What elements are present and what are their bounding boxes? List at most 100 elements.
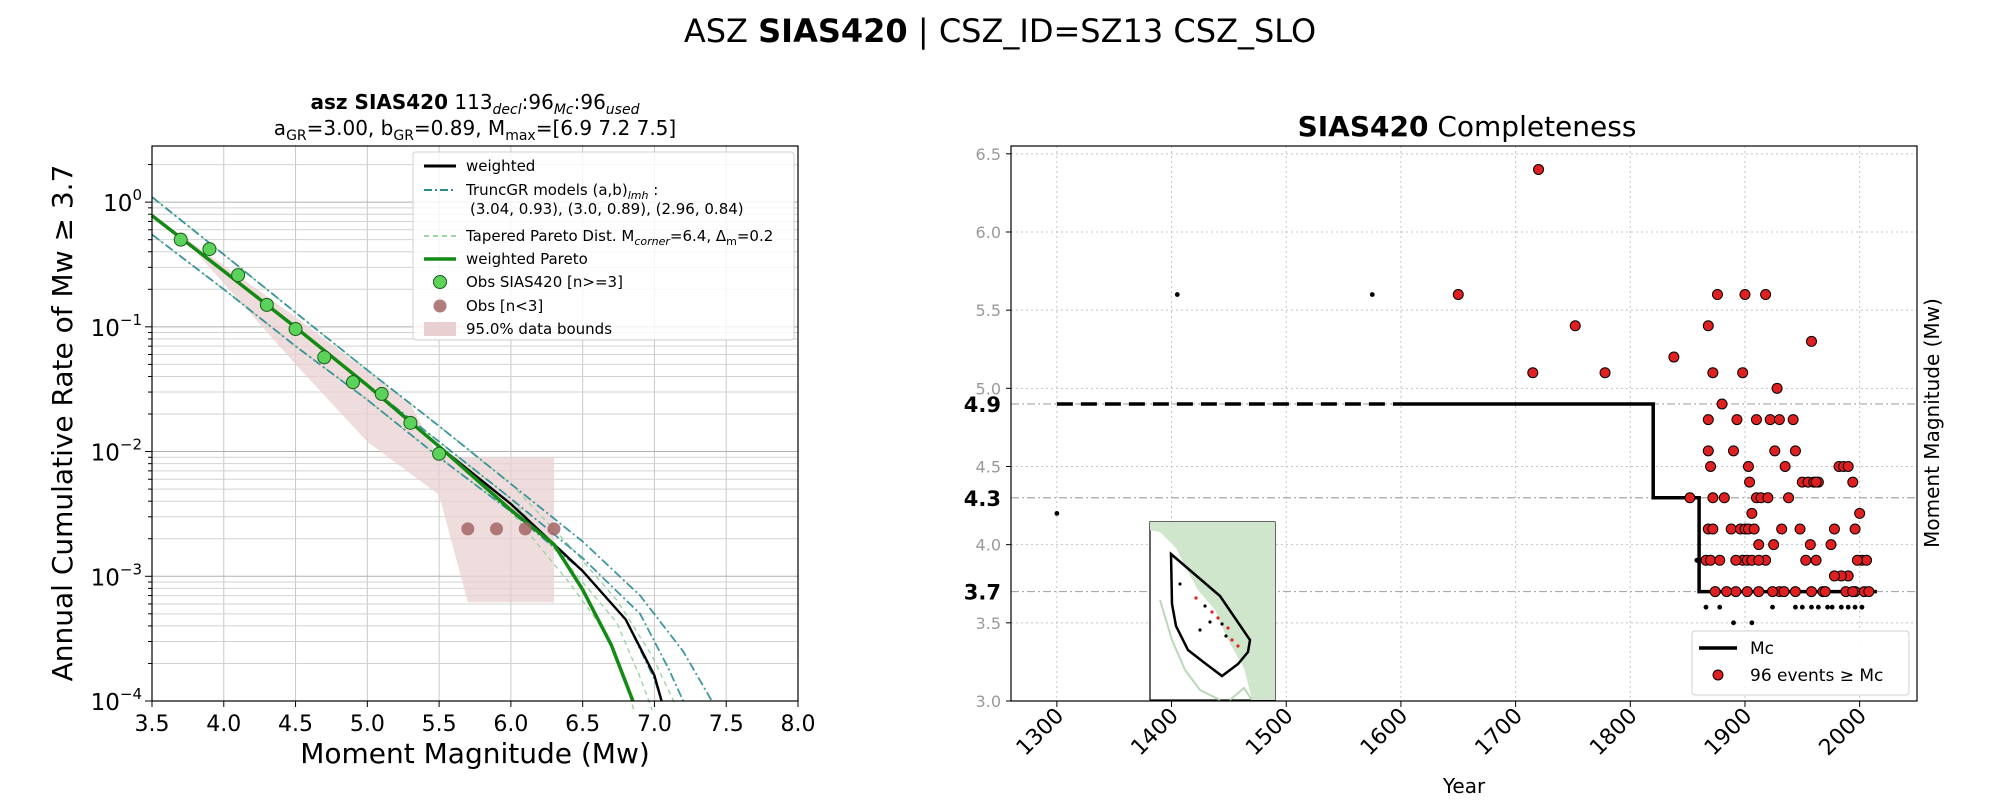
event-below-mc: [1852, 604, 1858, 610]
event-above-mc: [1452, 289, 1464, 301]
obs-point: [432, 446, 447, 461]
right-x-tick-label: 1500: [1241, 704, 1298, 761]
event-above-mc: [1750, 414, 1762, 426]
left-title-line2: aGR=3.00, bGR=0.89, Mmax=[6.9 7.2 7.5]: [274, 116, 676, 144]
obs-low-point: [518, 522, 532, 536]
event-above-mc: [1804, 539, 1816, 551]
event-above-mc: [1842, 460, 1854, 472]
right-x-axis-label: Year: [1442, 774, 1486, 798]
event-above-mc: [1533, 163, 1545, 175]
event-above-mc: [1709, 586, 1721, 598]
legend-obs-label: Obs SIAS420 [n>=3]: [466, 273, 623, 291]
event-above-mc: [1828, 523, 1840, 535]
event-below-mc: [1770, 604, 1775, 610]
right-y-tick-label: 4.0: [976, 536, 1001, 555]
event-above-mc: [1707, 492, 1719, 504]
right-x-tick-label: 2000: [1815, 704, 1872, 761]
event-below-mc: [1174, 292, 1180, 297]
event-above-mc: [1718, 492, 1730, 504]
event-above-mc: [1705, 554, 1717, 566]
event-below-mc: [1717, 604, 1723, 610]
event-above-mc: [1714, 554, 1726, 566]
right-y-tick-label: 6.5: [976, 145, 1001, 164]
left-x-tick-label: 6.0: [493, 712, 528, 737]
event-above-mc: [1825, 539, 1837, 551]
legend-events-marker: [1712, 669, 1724, 681]
bounds-band: [180, 234, 554, 603]
event-above-mc: [1721, 586, 1733, 598]
right-y-tick-label: 3.0: [976, 692, 1001, 711]
event-below-mc: [1749, 620, 1755, 626]
event-above-mc: [1702, 414, 1714, 426]
left-x-tick-label: 7.0: [637, 712, 672, 737]
event-above-mc: [1805, 586, 1817, 598]
event-above-mc: [1746, 507, 1758, 519]
event-below-mc: [1815, 604, 1821, 610]
legend-obs-low-label: Obs [n<3]: [466, 297, 543, 315]
event-above-mc: [1731, 414, 1743, 426]
magnitude-frequency-panel: asz SIAS420 113decl:96Mc:96used aGR=3.00…: [46, 90, 816, 770]
mc-level-label: 3.7: [964, 581, 1001, 605]
legend-truncgr-label: TruncGR models (a,b)lmh :: [465, 181, 658, 202]
figure-title: ASZ SIAS420 | CSZ_ID=SZ13 CSZ_SLO: [684, 12, 1316, 50]
obs-point: [259, 297, 274, 312]
event-above-mc: [1742, 460, 1754, 472]
right-x-tick-label: 1900: [1700, 704, 1757, 761]
left-x-tick-label: 5.5: [422, 712, 457, 737]
event-above-mc: [1771, 382, 1783, 394]
left-x-tick-label: 3.5: [135, 712, 170, 737]
event-above-mc: [1789, 445, 1801, 457]
obs-point: [374, 386, 389, 401]
obs-point: [317, 350, 332, 365]
right-y-tick-label: 3.5: [976, 614, 1001, 633]
right-axes-frame: [1010, 145, 1918, 702]
event-above-mc: [1569, 320, 1581, 332]
obs-point: [231, 268, 246, 283]
obs-point: [288, 322, 303, 337]
obs-point: [403, 415, 418, 430]
event-above-mc: [1728, 445, 1740, 457]
event-above-mc: [1711, 289, 1723, 301]
event-above-mc: [1776, 523, 1788, 535]
left-y-tick-label: 10−3: [91, 560, 142, 591]
event-below-mc: [1859, 604, 1865, 610]
legend-truncgr-values: (3.04, 0.93), (3.0, 0.89), (2.96, 0.84): [470, 200, 744, 218]
event-above-mc: [1684, 492, 1696, 504]
right-y-tick-label: 5.5: [976, 301, 1001, 320]
event-above-mc: [1787, 414, 1799, 426]
legend-weighted-label: weighted: [466, 157, 535, 175]
right-y-tick-label: 4.5: [976, 457, 1001, 476]
event-above-mc: [1760, 289, 1772, 301]
left-y-axis-label: Annual Cumulative Rate of Mw ≥ 3.7: [46, 165, 79, 682]
event-above-mc: [1847, 586, 1859, 598]
event-above-mc: [1800, 554, 1812, 566]
event-above-mc: [1730, 554, 1742, 566]
inset-map-coast: [1159, 599, 1253, 701]
event-above-mc: [1702, 320, 1714, 332]
inset-map: [1149, 521, 1276, 701]
event-above-mc: [1753, 586, 1765, 598]
left-title-line1: asz SIAS420 113decl:96Mc:96used: [311, 90, 640, 118]
left-y-tick-label: 100: [103, 186, 142, 217]
event-above-mc: [1599, 367, 1611, 379]
event-above-mc: [1778, 586, 1790, 598]
event-above-mc: [1527, 367, 1539, 379]
event-below-mc: [1369, 292, 1375, 297]
event-below-mc: [1838, 604, 1844, 610]
right-x-tick-label: 1400: [1127, 704, 1184, 761]
left-y-tick-label: 10−2: [91, 436, 142, 467]
obs-low-point: [547, 522, 561, 536]
left-y-tick-label: 10−4: [91, 685, 142, 716]
event-below-mc: [1809, 604, 1814, 610]
event-above-mc: [1753, 554, 1765, 566]
left-x-axis-label: Moment Magnitude (Mw): [300, 737, 650, 770]
obs-low-point: [490, 522, 504, 536]
event-below-mc: [1825, 604, 1830, 610]
right-x-tick-label: 1700: [1471, 704, 1528, 761]
inset-map-events: [1178, 582, 1240, 648]
event-below-mc: [1703, 604, 1709, 610]
left-data-layer: [150, 196, 713, 714]
event-above-mc: [1766, 586, 1778, 598]
legend-events-label: 96 events ≥ Mc: [1750, 666, 1883, 686]
left-ticks: 3.5 4.0 4.5 5.0 5.5 6.0 6.5 7.0 7.5 8.0 100 10−1 10−…: [91, 164, 816, 737]
